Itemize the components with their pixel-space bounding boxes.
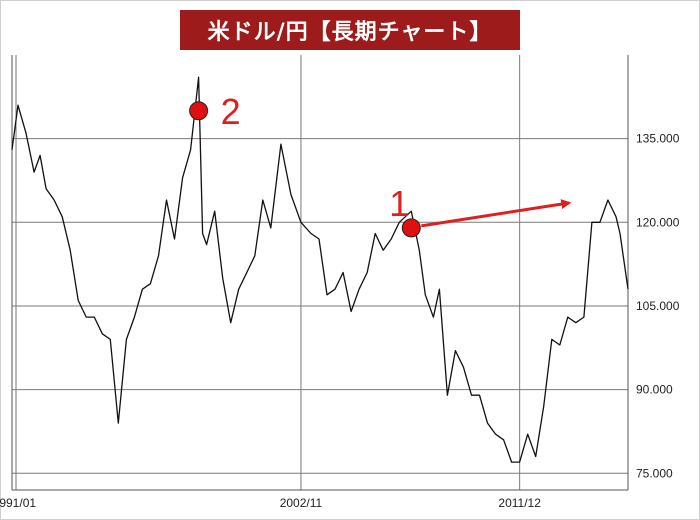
price-line [11, 76, 629, 463]
marker-point-2 [189, 101, 209, 121]
chart-title: 米ドル/円【長期チャート】 [180, 10, 520, 50]
marker-label-1: 1 [389, 183, 409, 224]
y-tick-label: 75.000 [636, 466, 673, 480]
marker-point-1 [401, 218, 421, 238]
marker-label-2: 2 [221, 91, 241, 132]
trend-arrow [421, 199, 572, 228]
annotations: 12 [189, 91, 572, 238]
axes: 75.000 90.000 105.000 120.000 135.000 .991/01… [0, 55, 680, 510]
y-tick-label: 135.000 [636, 132, 680, 146]
y-tick-label: 120.000 [636, 215, 680, 229]
series [11, 76, 629, 463]
x-tick-label: .991/01 [0, 496, 36, 510]
grid [12, 55, 628, 490]
y-tick-label: 105.000 [636, 299, 680, 313]
x-tick-label: 2011/12 [498, 496, 541, 510]
y-tick-label: 90.000 [636, 383, 673, 397]
x-tick-label: 2002/11 [280, 496, 323, 510]
